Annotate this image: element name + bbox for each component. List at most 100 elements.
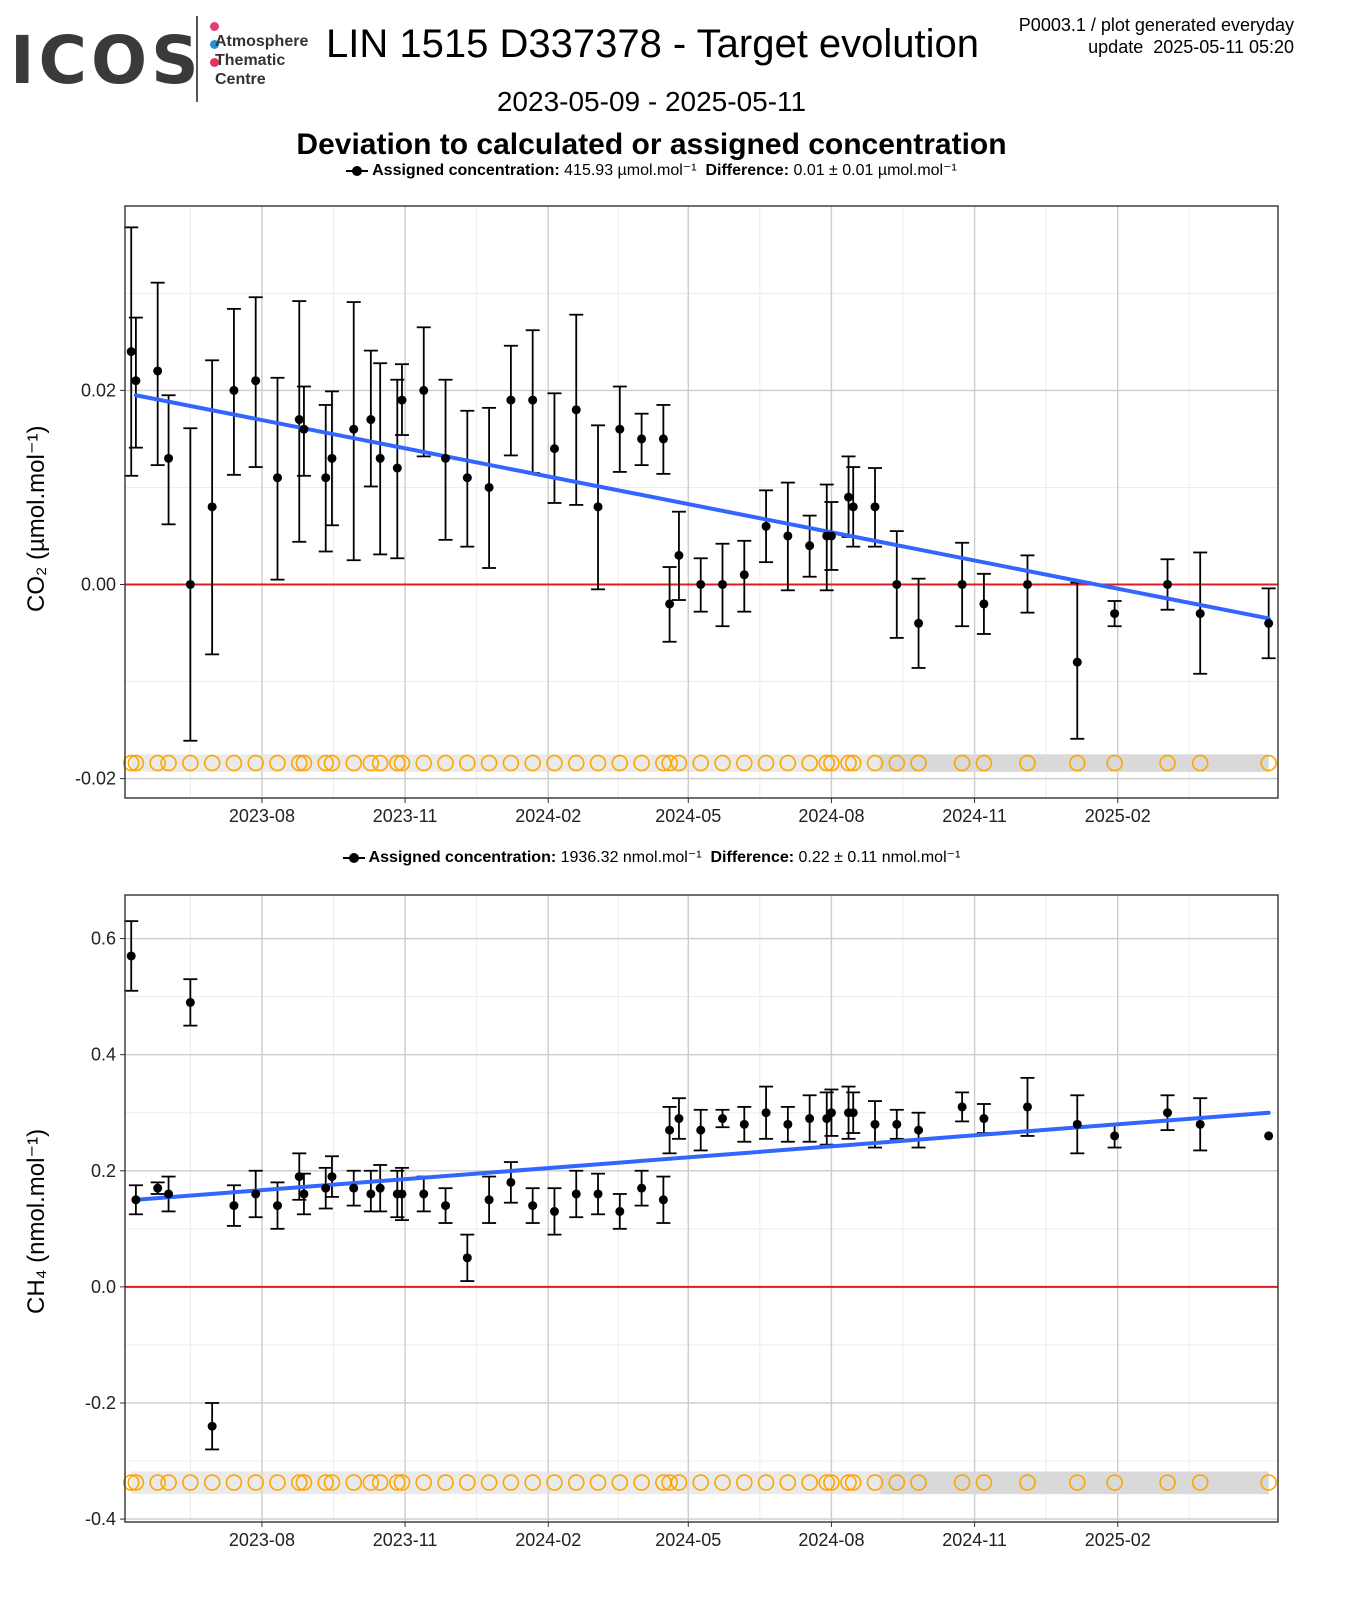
ch4-data-point [294, 1172, 304, 1182]
ch4-measurement-marker [247, 1474, 265, 1491]
co2-measurement-marker [290, 754, 308, 772]
ch4-y-tick-label: -0.2 [85, 1393, 116, 1413]
ch4-data-point [484, 1195, 494, 1205]
logo-separator [196, 16, 198, 102]
co2-data-point [696, 579, 706, 589]
co2-measurement-marker [779, 754, 797, 772]
ch4-measurement-marker [888, 1474, 906, 1491]
date-range: 2023-05-09 - 2025-05-11 [496, 86, 807, 117]
ch4-measurement-marker [437, 1474, 454, 1491]
ch4-measurement-marker [818, 1474, 836, 1491]
co2-measurement-marker [692, 754, 710, 772]
ch4-data-point [848, 1108, 858, 1118]
co2-measurement-marker [823, 754, 840, 772]
ch4-data-point [1195, 1119, 1205, 1129]
chart-subtitle: Deviation to calculated or assigned conc… [296, 128, 1007, 161]
logo-subtitle: Atmosphere Thematic Centre [215, 33, 309, 88]
ch4-data-point [637, 1183, 647, 1193]
co2-data-point [349, 424, 359, 434]
co2-measurement-marker [1106, 754, 1123, 772]
ch4-data-point [870, 1119, 880, 1129]
ch4-measurement-marker [611, 1474, 629, 1491]
co2-measurement-marker [122, 754, 140, 772]
co2-x-tick-label: 2024-11 [942, 806, 1007, 826]
co2-legend: Assigned concentration: 415.93 µmol.mol⁻… [0, 160, 1303, 180]
co2-measurement-marker [225, 754, 243, 772]
ch4-measurement-marker [910, 1474, 927, 1491]
co2-data-point [1072, 657, 1082, 667]
meta-line-1: P0003.1 / plot generated everyday [1018, 15, 1294, 35]
ch4-data-point [366, 1189, 376, 1199]
ch4-measurement-marker [1106, 1474, 1123, 1491]
ch4-data-point [251, 1189, 261, 1199]
co2-data-point [979, 599, 989, 609]
co2-measurement-marker [362, 754, 380, 772]
co2-measurement-marker [888, 754, 906, 772]
ch4-measurement-marker [295, 1474, 313, 1491]
co2-data-point [229, 385, 239, 395]
co2-data-point [718, 579, 728, 589]
co2-data-point [251, 376, 261, 386]
ch4-data-point [126, 951, 136, 961]
ch4-x-tick-label: 2024-05 [655, 1530, 721, 1550]
logo-dot [210, 40, 219, 49]
ch4-y-axis-label: CH₄ (nmol.mol⁻¹) [23, 1128, 50, 1314]
co2-data-point [761, 521, 771, 531]
ch4-measurement-marker [393, 1474, 411, 1491]
co2-measurement-marker [1191, 754, 1209, 772]
co2-data-point [185, 579, 195, 589]
co2-measurement-marker [1068, 754, 1086, 772]
co2-data-point [153, 366, 163, 376]
ch4-measurement-marker [290, 1474, 308, 1491]
co2-data-point [419, 385, 429, 395]
ch4-data-point [1110, 1131, 1120, 1141]
co2-data-point [1110, 609, 1120, 619]
co2-data-point [392, 463, 402, 473]
ch4-measurement-marker [1019, 1474, 1036, 1491]
co2-measurement-marker [589, 754, 607, 772]
ch4-y-tick-label: 0.0 [91, 1277, 116, 1297]
ch4-data-point [397, 1189, 407, 1199]
ch4-measurement-marker [524, 1474, 541, 1491]
ch4-data-point [327, 1172, 337, 1182]
ch4-measurement-marker [269, 1474, 286, 1491]
co2-data-point [131, 376, 141, 386]
ch4-measurement-marker [953, 1474, 971, 1491]
co2-data-point [783, 531, 793, 541]
ch4-x-tick-label: 2023-08 [229, 1530, 295, 1550]
ch4-measurement-marker [633, 1474, 650, 1491]
co2-data-point [658, 434, 668, 444]
ch4-measurement-marker [182, 1474, 199, 1491]
co2-data-point [1163, 579, 1173, 589]
ch4-data-point [349, 1183, 359, 1193]
co2-data-point [615, 424, 625, 434]
ch4-data-point [593, 1189, 603, 1199]
ch4-data-point [164, 1189, 174, 1199]
ch4-y-tick-label: -0.4 [85, 1509, 116, 1529]
co2-measurement-marker [389, 754, 406, 772]
ch4-chart: 2023-08 2023-11 2024-02 2024-05 2024-08 2024-… [85, 894, 1279, 1550]
co2-data-point [674, 550, 684, 560]
ch4-measurement-marker [1159, 1474, 1176, 1491]
co2-assigned-value: 415.93 µmol.mol⁻¹ [564, 162, 697, 179]
update-info: P0003.1 / plot generated everyday update… [1019, 14, 1294, 58]
co2-measurement-marker [182, 754, 199, 772]
ch4-trend-line [133, 1110, 1271, 1202]
co2-data-point [870, 502, 880, 512]
ch4-data-point [528, 1201, 538, 1211]
co2-y-tick-label: -0.02 [75, 769, 116, 789]
co2-data-point [506, 395, 516, 405]
ch4-data-point [615, 1206, 625, 1216]
co2-data-point [571, 405, 581, 415]
co2-measurement-marker [323, 754, 341, 772]
ch4-x-tick-label: 2025-02 [1085, 1530, 1151, 1550]
ch4-data-point [665, 1125, 675, 1135]
co2-measurement-marker [567, 754, 585, 772]
ch4-x-tick-label: 2024-11 [942, 1530, 1007, 1550]
co2-data-point [375, 453, 385, 463]
co2-data-point [321, 473, 331, 483]
ch4-measurement-marker [801, 1474, 818, 1491]
ch4-measurement-marker [1260, 1474, 1277, 1491]
ch4-data-point [321, 1183, 331, 1193]
ch4-data-point [299, 1189, 309, 1199]
